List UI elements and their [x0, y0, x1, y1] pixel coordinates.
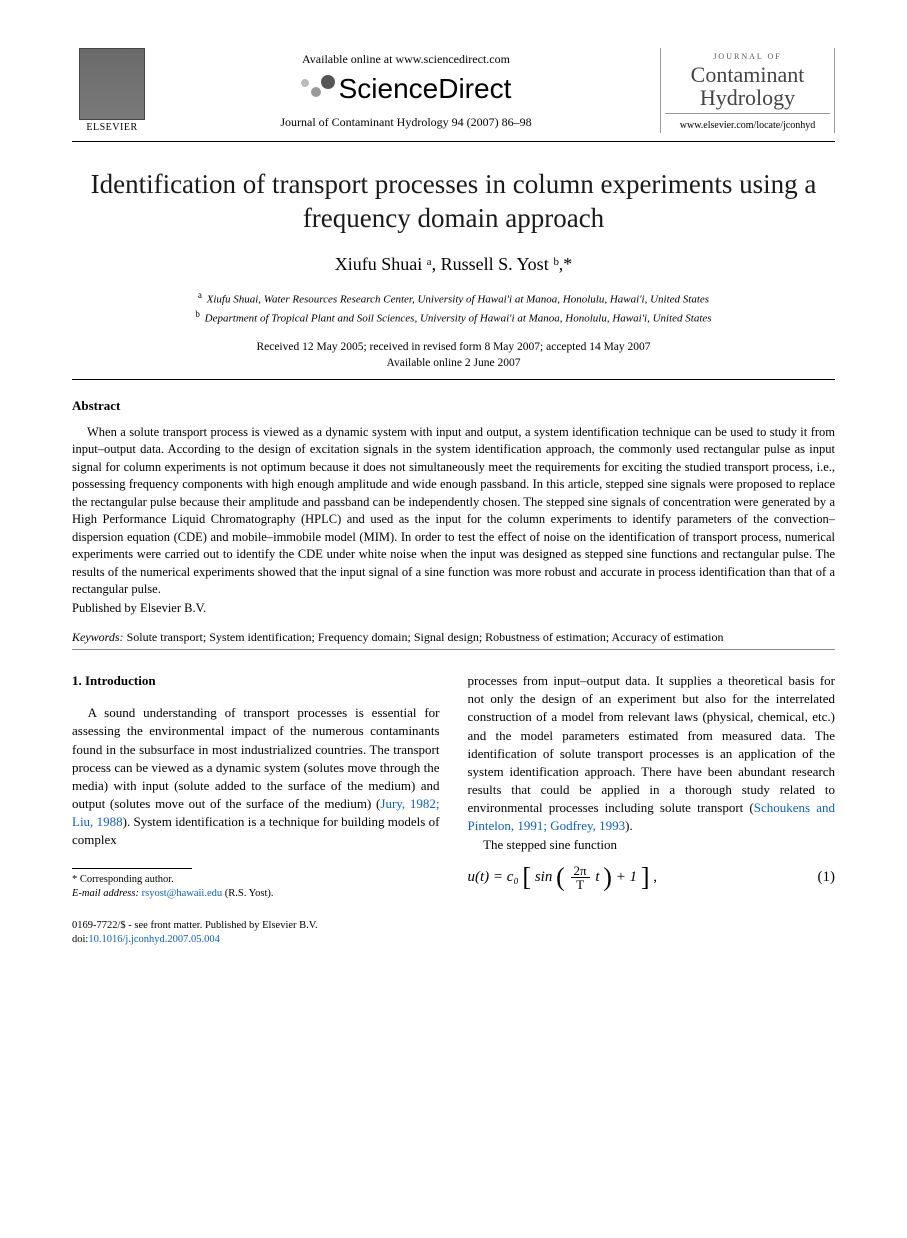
doi-link[interactable]: 10.1016/j.jconhyd.2007.05.004 — [88, 934, 220, 945]
page-container: ELSEVIER Available online at www.science… — [0, 0, 907, 987]
top-rule — [72, 141, 835, 142]
journal-of-label: JOURNAL OF — [665, 52, 830, 61]
equation-body: u(t) = c₀ [ sin ( 2π T t ) + 1 ] , — [468, 864, 657, 891]
right-column: processes from input–output data. It sup… — [468, 672, 836, 947]
affiliation-a: a Xiufu Shuai, Water Resources Research … — [72, 289, 835, 308]
eq-trail: , — [653, 869, 657, 885]
introduction-heading: 1. Introduction — [72, 672, 440, 690]
intro-text-d: ). — [625, 818, 633, 833]
corresponding-author-footnote: * Corresponding author. E-mail address: … — [72, 873, 440, 901]
online-date: Available online 2 June 2007 — [72, 355, 835, 371]
journal-brand-box: JOURNAL OF Contaminant Hydrology www.els… — [660, 48, 835, 133]
doi-label: doi: — [72, 934, 88, 945]
issn-doi-block: 0169-7722/$ - see front matter. Publishe… — [72, 919, 440, 947]
keywords-line: Keywords: Solute transport; System ident… — [72, 630, 835, 645]
left-column: 1. Introduction A sound understanding of… — [72, 672, 440, 947]
affiliations-block: a Xiufu Shuai, Water Resources Research … — [72, 289, 835, 327]
email-label: E-mail address: — [72, 888, 139, 899]
journal-name-line1: Contaminant — [691, 62, 805, 87]
email-line: E-mail address: rsyost@hawaii.edu (R.S. … — [72, 887, 440, 901]
header-row: ELSEVIER Available online at www.science… — [72, 48, 835, 133]
publisher-logo-block: ELSEVIER — [72, 48, 152, 133]
intro-paragraph-1-cont: processes from input–output data. It sup… — [468, 672, 836, 836]
publisher-name: ELSEVIER — [72, 122, 152, 133]
eq-frac-num: 2π — [571, 864, 590, 878]
email-address[interactable]: rsyost@hawaii.edu — [142, 888, 223, 899]
article-dates: Received 12 May 2005; received in revise… — [72, 339, 835, 371]
authors-line: Xiufu Shuai ᵃ, Russell S. Yost ᵇ,* — [72, 254, 835, 275]
affiliation-a-text: Xiufu Shuai, Water Resources Research Ce… — [207, 293, 709, 305]
keywords-label: Keywords: — [72, 630, 124, 644]
issn-line: 0169-7722/$ - see front matter. Publishe… — [72, 919, 440, 933]
abstract-heading: Abstract — [72, 398, 835, 414]
keywords-text: Solute transport; System identification;… — [127, 630, 724, 644]
center-header: Available online at www.sciencedirect.co… — [152, 48, 660, 130]
received-date: Received 12 May 2005; received in revise… — [72, 339, 835, 355]
eq-frac-den: T — [571, 878, 590, 891]
published-by: Published by Elsevier B.V. — [72, 601, 835, 616]
sciencedirect-icon — [301, 75, 335, 103]
corresponding-author-label: * Corresponding author. — [72, 873, 440, 887]
journal-name-line2: Hydrology — [700, 85, 795, 110]
mid-rule — [72, 379, 835, 380]
eq-var-t: t — [595, 869, 599, 885]
journal-reference: Journal of Contaminant Hydrology 94 (200… — [152, 115, 660, 130]
abstract-body: When a solute transport process is viewe… — [72, 424, 835, 599]
two-column-body: 1. Introduction A sound understanding of… — [72, 672, 835, 947]
equation-1: u(t) = c₀ [ sin ( 2π T t ) + 1 ] , (1) — [468, 864, 836, 891]
sciencedirect-logo: ScienceDirect — [301, 73, 512, 105]
intro-text-c: processes from input–output data. It sup… — [468, 673, 836, 815]
article-title: Identification of transport processes in… — [72, 168, 835, 236]
equation-number: (1) — [818, 867, 836, 888]
intro-paragraph-2: The stepped sine function — [468, 836, 836, 854]
available-online-text: Available online at www.sciencedirect.co… — [152, 52, 660, 67]
affiliation-b-text: Department of Tropical Plant and Soil Sc… — [205, 312, 712, 324]
email-who: (R.S. Yost). — [225, 888, 274, 899]
elsevier-tree-icon — [79, 48, 145, 120]
intro-text-b: ). System identification is a technique … — [72, 814, 440, 847]
intro-paragraph-1: A sound understanding of transport proce… — [72, 704, 440, 850]
keywords-rule — [72, 649, 835, 650]
doi-line: doi:10.1016/j.jconhyd.2007.05.004 — [72, 933, 440, 947]
eq-lhs: u(t) = c₀ — [468, 869, 519, 885]
eq-plus1: + 1 — [616, 869, 637, 885]
eq-sin: sin — [535, 869, 553, 885]
eq-fraction: 2π T — [571, 864, 590, 891]
sciencedirect-text: ScienceDirect — [339, 73, 512, 105]
footnote-separator — [72, 868, 192, 869]
journal-name: Contaminant Hydrology — [665, 63, 830, 109]
journal-url[interactable]: www.elsevier.com/locate/jconhyd — [665, 120, 830, 131]
affiliation-b: b Department of Tropical Plant and Soil … — [72, 308, 835, 327]
